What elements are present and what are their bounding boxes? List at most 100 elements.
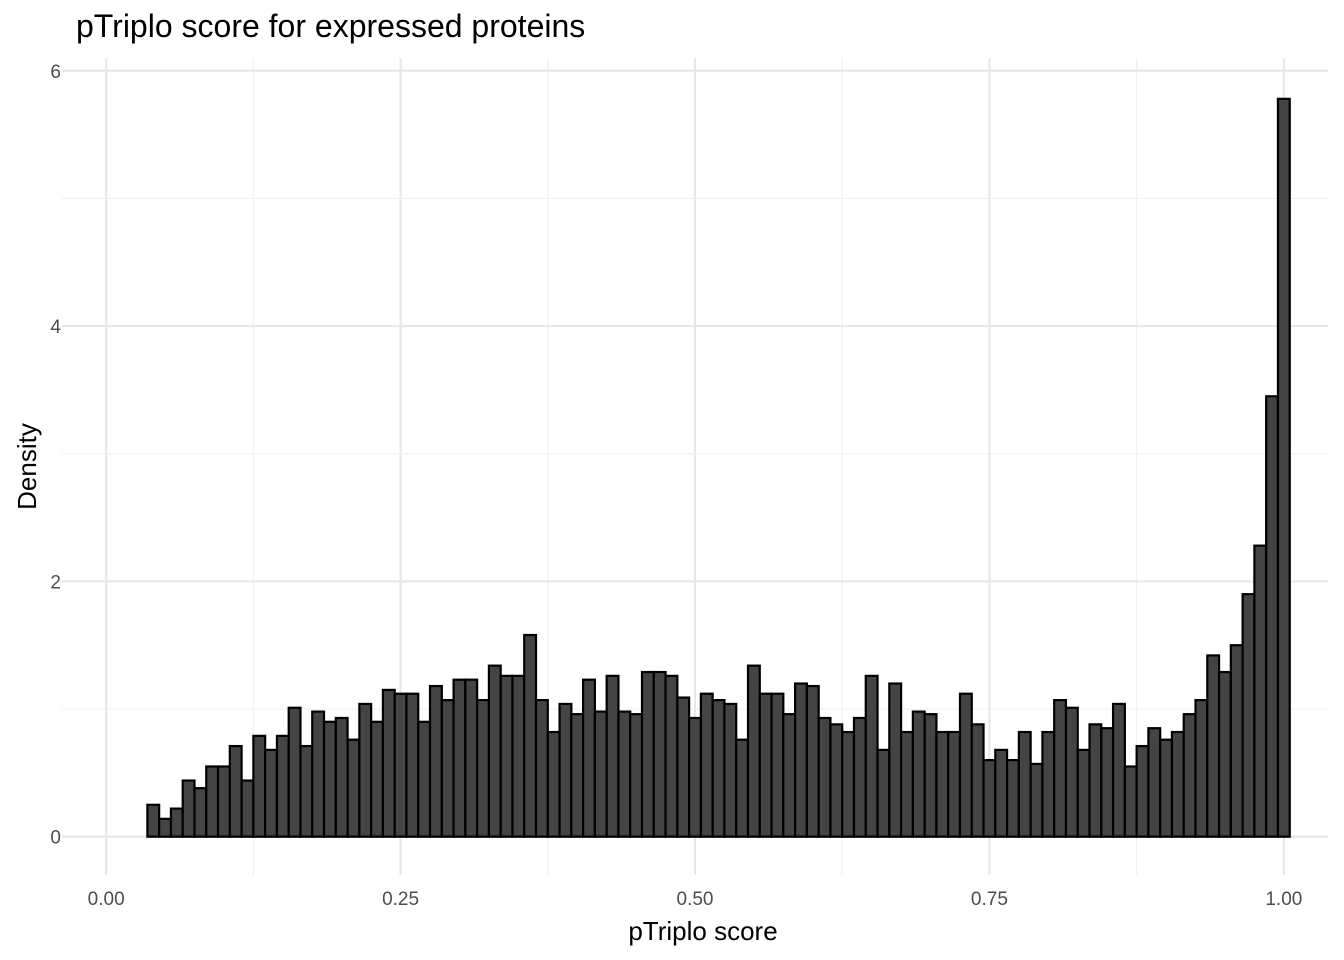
histogram-bar [817, 716, 832, 838]
histogram-bar [1206, 654, 1221, 838]
histogram-bar [911, 710, 926, 838]
chart-title: pTriplo score for expressed proteins [76, 8, 586, 44]
histogram-bar [393, 692, 408, 838]
histogram-bar [805, 684, 820, 838]
histogram-bar [664, 674, 679, 838]
histogram-bar [346, 738, 361, 838]
histogram-bar [758, 692, 773, 838]
histogram-bar [570, 713, 585, 838]
histogram-bar [181, 779, 196, 838]
histogram-bar [640, 670, 655, 838]
histogram-bar [1217, 670, 1232, 838]
histogram-bar [593, 710, 608, 838]
histogram-bar [699, 692, 714, 838]
histogram-bar [617, 710, 632, 838]
histogram-bar [534, 699, 549, 838]
histogram-bar [1265, 395, 1280, 838]
x-axis-title: pTriplo score [628, 916, 777, 946]
histogram-bar [1253, 544, 1268, 838]
histogram-bar [994, 748, 1009, 838]
histogram-bar [523, 633, 538, 838]
histogram-bar [711, 699, 726, 838]
histogram-bar [311, 710, 326, 838]
histogram-bar [688, 716, 702, 838]
histogram-bar [652, 670, 667, 838]
histogram-bar [252, 734, 267, 838]
histogram-bar [970, 723, 985, 838]
histogram-bar [782, 713, 797, 838]
histogram-bar [605, 674, 620, 838]
histogram-bar [899, 730, 914, 838]
histogram-bar [169, 807, 184, 838]
histogram-bar [558, 702, 573, 838]
x-tick-label: 1.00 [1265, 889, 1302, 910]
histogram-bar [1005, 759, 1020, 838]
histogram-bar [381, 688, 396, 838]
histogram-bar [676, 696, 691, 838]
histogram-bar [888, 682, 903, 838]
histogram-bar [275, 734, 290, 838]
histogram-bar [1017, 730, 1032, 838]
x-tick-label: 0.75 [971, 889, 1008, 910]
y-tick-label: 6 [50, 62, 61, 83]
histogram-bar [829, 723, 844, 838]
histogram-bar [1111, 702, 1126, 838]
histogram-bar [852, 716, 867, 838]
histogram-bar [629, 713, 644, 838]
histogram-bar [1029, 762, 1044, 838]
histogram-bar [228, 744, 243, 838]
histogram-bar [935, 730, 950, 838]
histogram-bar [582, 678, 596, 838]
histogram-bar [947, 730, 962, 838]
histogram-bar [1241, 593, 1256, 838]
y-axis-ticks: 0 2 4 6 [50, 62, 61, 849]
histogram-bar [322, 720, 337, 838]
histogram-bar [499, 674, 514, 838]
histogram-bar [428, 684, 443, 838]
histogram-bar [794, 682, 808, 838]
histogram-bar [511, 674, 526, 838]
histogram-bar [405, 692, 420, 838]
histogram-bar [1170, 730, 1185, 838]
histogram-bar [299, 744, 314, 838]
y-tick-label: 4 [50, 317, 61, 338]
histogram-bar [440, 699, 455, 838]
histogram-bar [193, 787, 208, 838]
histogram-bar [770, 692, 785, 838]
histogram-bar [1276, 97, 1291, 838]
histogram-bar [1147, 727, 1162, 838]
x-tick-label: 0.00 [88, 889, 125, 910]
histogram-bar [240, 779, 255, 838]
histogram-bar [370, 720, 385, 838]
histogram-bar [1088, 723, 1103, 838]
histogram-bar [864, 674, 879, 838]
histogram-bar [1135, 744, 1150, 838]
histogram-bar [723, 702, 738, 838]
histogram-bar [876, 748, 891, 838]
histogram-bar [487, 664, 502, 838]
y-tick-label: 2 [50, 572, 61, 593]
histogram-bar [1053, 699, 1068, 838]
histogram-bar [334, 716, 349, 838]
histogram-bar [464, 678, 479, 838]
histogram-bar [1123, 765, 1138, 838]
x-axis-ticks: 0.00 0.25 0.50 0.75 1.00 [88, 889, 1303, 910]
histogram-bar [417, 720, 432, 838]
histogram-bar [546, 730, 561, 838]
histogram-bar [287, 706, 302, 838]
histogram-bar [1159, 738, 1174, 838]
x-tick-label: 0.25 [382, 889, 419, 910]
histogram-bar [746, 664, 761, 838]
histogram-bar [982, 759, 997, 838]
histogram-bar [958, 692, 973, 838]
histogram-bar [735, 738, 750, 838]
histogram-bar [1100, 727, 1115, 838]
x-tick-label: 0.50 [677, 889, 714, 910]
histogram-bars [146, 97, 1291, 838]
y-axis-title: Density [12, 423, 42, 510]
histogram-bar [476, 699, 491, 838]
histogram-bar [358, 702, 373, 838]
histogram-bar [216, 765, 231, 838]
histogram-bar [923, 713, 938, 838]
